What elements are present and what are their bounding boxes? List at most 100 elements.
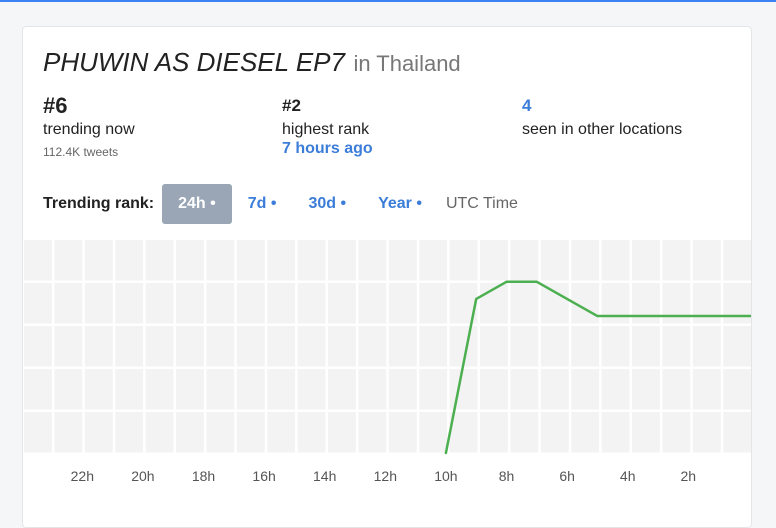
grid-cell: [571, 412, 600, 453]
range-30d-button[interactable]: 30d •: [308, 195, 347, 212]
grid-cell: [510, 326, 539, 367]
grid-cell: [662, 283, 691, 324]
trend-line: [444, 280, 751, 455]
grid-cell: [510, 412, 539, 453]
other-locations-label: seen in other locations: [522, 121, 683, 138]
grid-cell: [601, 283, 630, 324]
grid-cell: [571, 240, 600, 281]
grid-cell: [24, 326, 52, 367]
chart-grid: [24, 240, 751, 453]
grid-cell: [145, 369, 174, 410]
grid-cell: [601, 412, 630, 453]
grid-cell: [692, 412, 721, 453]
grid-cell: [419, 412, 448, 453]
grid-cell: [176, 283, 204, 324]
grid-cell: [54, 412, 83, 453]
grid-cell: [662, 412, 691, 453]
stat-highest-rank: #2 highest rank 7 hours ago: [282, 93, 373, 158]
grid-cell: [236, 283, 265, 324]
grid-cell: [297, 369, 326, 410]
grid-cell: [115, 283, 144, 324]
grid-cell: [601, 240, 630, 281]
grid-cell: [24, 369, 52, 410]
x-tick-label: 22h: [71, 468, 94, 484]
grid-cell: [236, 326, 265, 367]
grid-cell: [115, 369, 144, 410]
grid-cell: [206, 412, 235, 453]
grid-cell: [388, 412, 417, 453]
range-24h-button[interactable]: 24h •: [162, 184, 232, 224]
grid-cell: [632, 240, 660, 281]
range-7d-button[interactable]: 7d •: [247, 195, 277, 212]
trend-chart: 22h 20h 18h 16h 14h 12h 10h 8h 6h 4h 2h: [24, 240, 751, 484]
grid-cell: [510, 283, 539, 324]
grid-cell: [723, 412, 751, 453]
grid-cell: [328, 369, 356, 410]
grid-cell: [84, 326, 113, 367]
x-tick-label: 8h: [499, 468, 515, 484]
grid-cell: [601, 369, 630, 410]
grid-cell: [267, 369, 296, 410]
x-tick-label: 20h: [131, 468, 154, 484]
x-axis-ticks: 22h 20h 18h 16h 14h 12h 10h 8h 6h 4h 2h: [71, 468, 696, 484]
grid-cell: [358, 283, 387, 324]
other-locations-count-link[interactable]: 4: [522, 96, 532, 115]
grid-cell: [206, 283, 235, 324]
range-year-button[interactable]: Year •: [378, 195, 422, 212]
grid-cell: [328, 326, 356, 367]
grid-cell: [24, 412, 52, 453]
grid-cell: [145, 240, 174, 281]
grid-cell: [176, 369, 204, 410]
x-tick-label: 10h: [434, 468, 457, 484]
grid-cell: [328, 240, 356, 281]
grid-cell: [267, 326, 296, 367]
trend-location: in Thailand: [353, 51, 461, 76]
x-tick-label: 12h: [374, 468, 397, 484]
grid-cell: [692, 326, 721, 367]
x-tick-label: 4h: [620, 468, 636, 484]
x-tick-label: 16h: [252, 468, 275, 484]
x-tick-label: 2h: [681, 468, 697, 484]
grid-cell: [115, 412, 144, 453]
highest-rank-time-link[interactable]: 7 hours ago: [282, 140, 373, 157]
grid-cell: [449, 412, 478, 453]
grid-cell: [54, 369, 83, 410]
grid-cell: [54, 240, 83, 281]
grid-cell: [267, 412, 296, 453]
grid-cell: [115, 326, 144, 367]
grid-cell: [206, 326, 235, 367]
grid-cell: [510, 240, 539, 281]
grid-cell: [419, 369, 448, 410]
grid-cell: [267, 283, 296, 324]
top-accent-bar: [0, 0, 776, 2]
grid-cell: [723, 240, 751, 281]
grid-cell: [206, 240, 235, 281]
grid-cell: [692, 369, 721, 410]
grid-cell: [115, 240, 144, 281]
grid-cell: [480, 369, 508, 410]
grid-cell: [54, 283, 83, 324]
grid-cell: [510, 369, 539, 410]
grid-cell: [571, 326, 600, 367]
grid-cell: [145, 326, 174, 367]
grid-cell: [84, 240, 113, 281]
grid-cell: [176, 412, 204, 453]
grid-cell: [24, 283, 52, 324]
grid-cell: [662, 326, 691, 367]
grid-cell: [297, 326, 326, 367]
grid-cell: [297, 240, 326, 281]
timezone-toggle[interactable]: UTC Time: [445, 195, 518, 212]
stat-trending-now: #6 trending now 112.4K tweets: [43, 93, 135, 159]
current-rank-label: trending now: [43, 121, 135, 138]
grid-cell: [540, 240, 569, 281]
grid-cell: [723, 326, 751, 367]
current-rank: #6: [43, 93, 68, 118]
grid-cell: [388, 283, 417, 324]
grid-cell: [328, 283, 356, 324]
grid-cell: [84, 369, 113, 410]
grid-cell: [723, 283, 751, 324]
stat-other-locations: 4 seen in other locations: [522, 93, 682, 139]
grid-cell: [419, 283, 448, 324]
grid-cell: [84, 283, 113, 324]
grid-cell: [571, 369, 600, 410]
